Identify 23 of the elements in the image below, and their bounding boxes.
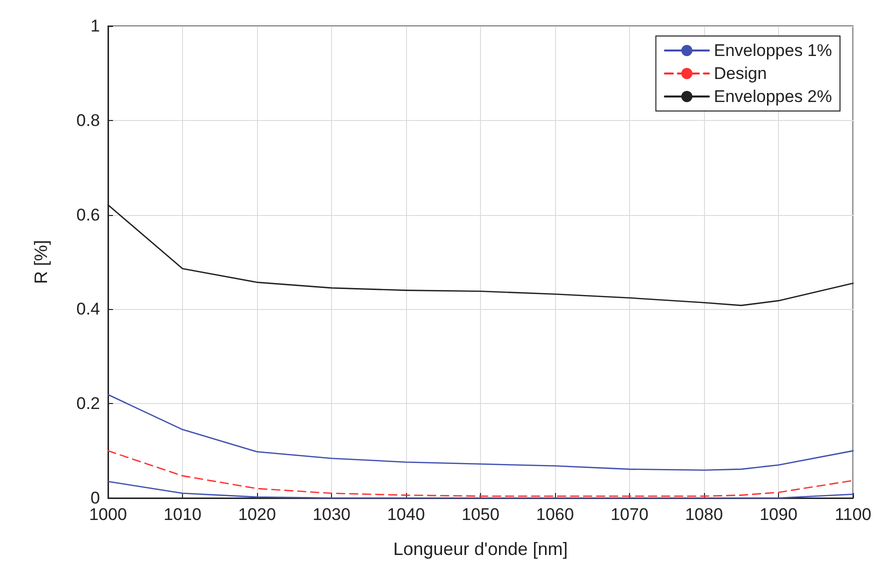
line-series — [107, 394, 854, 471]
x-tick-label: 1000 — [89, 505, 127, 524]
x-tick-label: 1030 — [312, 505, 350, 524]
x-tick-label: 1050 — [462, 505, 500, 524]
x-tick-label: 1060 — [536, 505, 574, 524]
y-tick-label: 1 — [90, 16, 100, 36]
y-tick-label: 0.8 — [76, 110, 100, 130]
y-axis-title: R [%] — [31, 240, 51, 284]
x-axis-title: Longueur d'onde [nm] — [393, 539, 568, 559]
legend-label: Enveloppes 1% — [714, 41, 832, 60]
x-tick-label: 1010 — [164, 505, 202, 524]
legend-label: Enveloppes 2% — [714, 87, 832, 106]
legend-label: Design — [714, 64, 767, 83]
y-tick-label: 0.4 — [76, 300, 100, 319]
x-tick-label: 1080 — [685, 505, 723, 524]
x-tick-label: 1100 — [834, 505, 872, 524]
y-tick-label: 0.2 — [76, 394, 100, 414]
x-tick-label: 1090 — [760, 505, 798, 524]
y-tick-label: 0 — [90, 488, 100, 508]
x-tick-label: 1070 — [610, 505, 648, 524]
x-tick-label: 1020 — [238, 505, 276, 524]
y-tick-label: 0.6 — [76, 205, 100, 224]
x-tick-label: 1040 — [387, 505, 425, 524]
